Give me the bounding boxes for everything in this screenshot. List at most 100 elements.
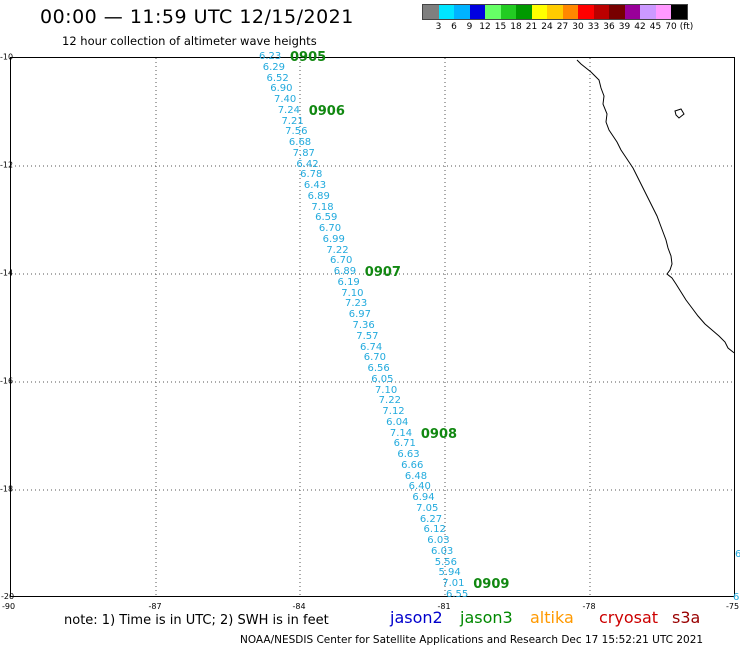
wave-height-value: 7.10 bbox=[374, 384, 398, 396]
legend-label: 21 bbox=[525, 22, 538, 32]
lat-label: -18 bbox=[0, 484, 14, 494]
wave-height-value: 6.68 bbox=[288, 137, 312, 149]
wave-height-value: 6.40 bbox=[408, 481, 431, 493]
legend-swatch bbox=[578, 5, 594, 19]
wave-height-value: 6.42 bbox=[296, 158, 319, 170]
legend-swatch bbox=[593, 5, 609, 19]
wave-height-value: 7.18 bbox=[311, 201, 334, 213]
wave-height-value: 6.90 bbox=[270, 83, 293, 95]
wave-height-value: 6.23 bbox=[259, 51, 282, 62]
page-subtitle: 12 hour collection of altimeter wave hei… bbox=[62, 34, 317, 48]
legend-label: 9 bbox=[466, 22, 473, 32]
track-time-label: 0908 bbox=[420, 426, 458, 442]
legend-swatch bbox=[485, 5, 501, 19]
wave-height-value: 6.89 bbox=[307, 190, 330, 202]
track-time-label: 0909 bbox=[473, 577, 510, 593]
wave-height-value: 6.52 bbox=[266, 72, 289, 84]
lon-label: -78 bbox=[582, 602, 596, 611]
wave-height-value: 7.22 bbox=[378, 395, 401, 407]
legend-label: 30 bbox=[572, 22, 584, 32]
legend-swatch bbox=[562, 5, 578, 19]
footer-note: note: 1) Time is in UTC; 2) SWH is in fe… bbox=[64, 613, 329, 628]
lon-label: -87 bbox=[148, 602, 162, 611]
wave-height-value: 6.74 bbox=[359, 341, 383, 353]
legend-swatch bbox=[454, 5, 470, 19]
wave-height-value: 6.55 bbox=[446, 589, 469, 600]
legend-label: 6 bbox=[451, 22, 457, 32]
legend-swatch bbox=[547, 5, 563, 19]
legend-label: 15 bbox=[494, 22, 507, 32]
legend-label: 33 bbox=[587, 22, 600, 32]
satellite-label-jason2: jason2 bbox=[390, 608, 443, 627]
legend-label: 12 bbox=[479, 22, 491, 32]
legend-swatch bbox=[500, 5, 516, 19]
wave-height-value: 6.04 bbox=[386, 416, 409, 428]
wave-height-value: 7.22 bbox=[326, 244, 349, 256]
wave-height-value: 6.89 bbox=[333, 266, 357, 278]
legend-labels: 3 6 9 12 15 18 21 24 27 30 33 36 39 42 45 70 (ft) bbox=[422, 22, 694, 34]
wave-height-value: 7.23 bbox=[345, 298, 368, 310]
legend-swatch bbox=[531, 5, 547, 19]
lat-label-bottom: -20 bbox=[1, 592, 15, 601]
legend-swatch bbox=[640, 5, 656, 19]
legend-swatch bbox=[423, 5, 439, 19]
track-time-label: 0907 bbox=[364, 265, 401, 281]
coastline-peru bbox=[576, 59, 734, 354]
wave-height-value: 6.94 bbox=[412, 492, 435, 504]
satellite-label-jason3: jason3 bbox=[460, 608, 513, 627]
wave-height-value: 6.27 bbox=[419, 513, 443, 525]
satellite-label-s3a: s3a bbox=[672, 608, 701, 627]
wave-height-value: 7.21 bbox=[281, 115, 304, 127]
island-outline bbox=[674, 108, 685, 119]
wave-height-value: 7.40 bbox=[273, 94, 297, 106]
wave-height-value: 6.66 bbox=[401, 459, 424, 471]
credit-line: NOAA/NESDIS Center for Satellite Applica… bbox=[240, 634, 704, 646]
legend-swatch bbox=[671, 5, 687, 19]
legend-swatch bbox=[469, 5, 485, 19]
lon-label: -84 bbox=[292, 602, 306, 611]
lat-label: -10 bbox=[0, 52, 14, 62]
legend-label: 39 bbox=[618, 22, 631, 32]
wave-height-value: 7.14 bbox=[389, 427, 413, 439]
wave-height-value: 7.36 bbox=[352, 320, 375, 331]
wave-height-value: 6.03 bbox=[431, 545, 454, 557]
legend-swatch bbox=[655, 5, 671, 19]
legend-label: 3 bbox=[435, 22, 442, 32]
wave-height-value: 6.71 bbox=[393, 438, 416, 450]
lat-label: -14 bbox=[0, 268, 14, 278]
wave-height-value: 7.01 bbox=[442, 578, 465, 590]
wave-height-value: 7.87 bbox=[292, 147, 315, 159]
wave-height-value: 6.70 bbox=[330, 255, 353, 267]
legend-label: (ft) bbox=[679, 22, 694, 32]
track-time-label: 0905 bbox=[290, 50, 327, 65]
legend-color-bar bbox=[422, 4, 688, 20]
wave-height-value: 6.63 bbox=[397, 449, 420, 461]
lat-lon-grid bbox=[11, 58, 734, 596]
map-panel bbox=[10, 57, 735, 597]
legend-swatch bbox=[516, 5, 532, 19]
legend-label: 42 bbox=[634, 22, 646, 32]
wave-height-value: 6.56 bbox=[367, 363, 390, 375]
legend-swatch bbox=[624, 5, 640, 19]
lat-label: -16 bbox=[0, 376, 14, 386]
wave-height-value: 7.10 bbox=[341, 287, 364, 299]
wave-height-value: 6.78 bbox=[300, 169, 323, 181]
wave-height-value: 6.97 bbox=[348, 309, 372, 321]
legend-label: 70 bbox=[665, 22, 677, 32]
wave-height-value: 6.70 bbox=[363, 352, 386, 364]
wave-height-value: 6.99 bbox=[322, 233, 345, 245]
page-title: 00:00 — 11:59 UTC 12/15/2021 bbox=[40, 6, 354, 28]
wave-height-value: 6.19 bbox=[337, 276, 360, 288]
legend-label: 36 bbox=[603, 22, 615, 32]
lon-label: -81 bbox=[437, 602, 451, 611]
wave-height-value: 5.56 bbox=[434, 556, 458, 568]
wave-height-value: 7.05 bbox=[416, 502, 439, 514]
wave-height-value: 6.59 bbox=[315, 212, 338, 224]
wave-height-value: 7.12 bbox=[382, 406, 405, 418]
wave-height-value: 6.70 bbox=[318, 223, 342, 235]
wave-height-value: 7.56 bbox=[285, 126, 308, 138]
legend-swatch bbox=[438, 5, 454, 19]
lon-label-left: -90 bbox=[2, 602, 16, 611]
wave-height-value: 7.57 bbox=[356, 330, 379, 342]
legend-label: 18 bbox=[510, 22, 522, 32]
